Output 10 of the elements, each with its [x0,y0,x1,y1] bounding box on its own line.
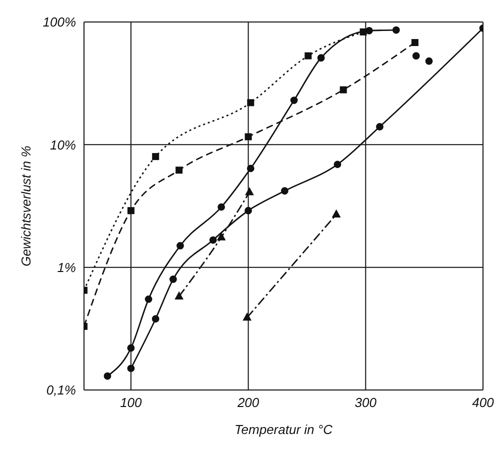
y-tick-label: 100% [42,14,76,30]
y-axis-title: Gewichtsverlust in % [18,146,34,266]
x-tick-label: 300 [354,395,378,410]
x-tick-label: 200 [236,395,260,410]
y-tick-label: 1% [57,260,76,275]
x-axis-title: Temperatur in °C [234,422,334,437]
y-tick-label: 0,1% [46,382,76,398]
x-tick-label: 400 [472,395,495,410]
y-tick-label: 10% [50,137,76,152]
x-tick-label: 100 [120,395,143,410]
